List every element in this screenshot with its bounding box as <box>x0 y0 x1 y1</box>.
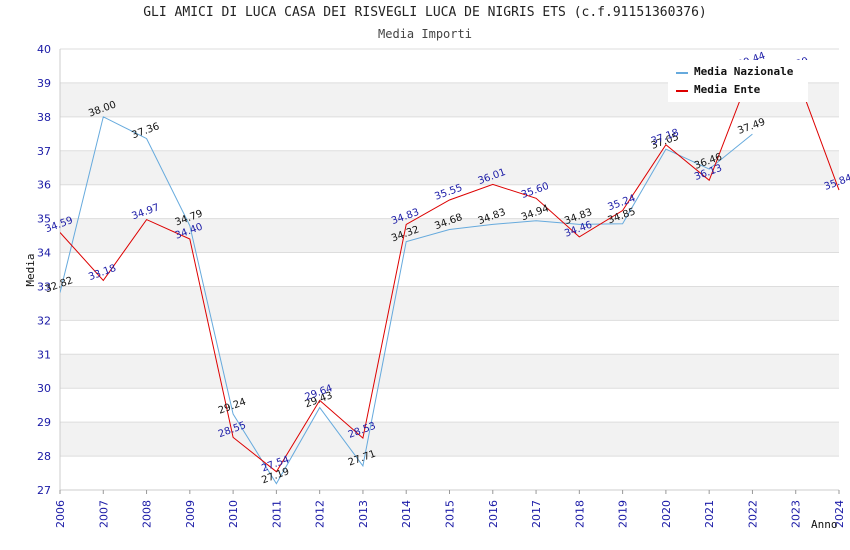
legend-label-media-ente: Media Ente <box>694 83 761 96</box>
y-tick-label: 39 <box>37 77 51 90</box>
chart-title: GLI AMICI DI LUCA CASA DEI RISVEGLI LUCA… <box>143 5 707 20</box>
x-tick-label: 2011 <box>270 500 283 528</box>
y-tick-label: 38 <box>37 111 51 124</box>
series-lines <box>60 67 840 485</box>
grid-band <box>60 218 839 253</box>
x-tick-label: 2018 <box>573 500 586 528</box>
x-tick-label: 2010 <box>227 500 240 528</box>
legend: Media Nazionale Media Ente <box>668 60 808 102</box>
x-axis-ticks: 2006 2007 2008 2009 2010 2011 2012 2013 2014 2015… <box>54 490 846 528</box>
x-tick-label: 2016 <box>487 500 500 528</box>
y-tick-label: 40 <box>37 43 51 56</box>
x-tick-label: 2021 <box>703 500 716 528</box>
grid-band <box>60 286 839 321</box>
y-tick-label: 33 <box>37 280 51 293</box>
grid-band <box>60 354 839 389</box>
legend-label-media-nazionale: Media Nazionale <box>694 65 794 78</box>
x-tick-label: 2006 <box>54 500 67 528</box>
x-tick-label: 2023 <box>790 500 803 528</box>
legend-box <box>668 60 808 102</box>
y-tick-label: 35 <box>37 213 51 226</box>
data-label: 29.24 <box>217 397 248 417</box>
y-axis-ticks: 27 28 29 30 31 32 33 34 35 36 37 38 39 40 <box>37 43 51 497</box>
y-tick-label: 31 <box>37 348 51 361</box>
y-tick-label: 36 <box>37 179 51 192</box>
y-axis-label: Media <box>24 253 37 286</box>
x-tick-label: 2013 <box>357 500 370 528</box>
x-axis-label: Anno <box>811 518 838 531</box>
y-tick-label: 30 <box>37 382 51 395</box>
y-tick-label: 34 <box>37 247 51 260</box>
y-tick-label: 27 <box>37 484 51 497</box>
series-line-media-ente <box>60 67 840 473</box>
x-tick-label: 2012 <box>314 500 327 528</box>
x-tick-label: 2017 <box>530 500 543 528</box>
grid-band <box>60 150 839 185</box>
grid-bands <box>59 48 839 491</box>
y-tick-label: 32 <box>37 314 51 327</box>
x-tick-label: 2015 <box>444 500 457 528</box>
y-tick-label: 37 <box>37 145 51 158</box>
x-tick-label: 2008 <box>141 500 154 528</box>
y-tick-label: 29 <box>37 416 51 429</box>
x-tick-label: 2020 <box>660 500 673 528</box>
chart-subtitle: Media Importi <box>378 27 472 41</box>
grid-band <box>60 422 839 457</box>
series-line-media-nazionale <box>60 116 753 485</box>
x-tick-label: 2019 <box>617 500 630 528</box>
data-label: 35.55 <box>433 183 464 203</box>
y-tick-label: 28 <box>37 450 51 463</box>
x-tick-label: 2009 <box>184 500 197 528</box>
x-tick-label: 2022 <box>746 500 759 528</box>
x-tick-label: 2024 <box>833 500 846 528</box>
x-tick-label: 2014 <box>400 500 413 528</box>
data-label: 37.49 <box>736 117 767 137</box>
x-tick-label: 2007 <box>97 500 110 528</box>
